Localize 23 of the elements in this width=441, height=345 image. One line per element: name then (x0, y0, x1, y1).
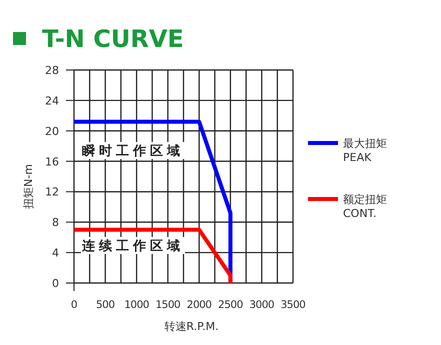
x-tick-label: 1500 (155, 299, 180, 311)
y-tick-label: 20 (45, 124, 59, 138)
x-tick-label: 1000 (124, 299, 149, 311)
x-axis-title: 转速R.P.M. (164, 320, 219, 333)
y-tick-label: 24 (45, 94, 59, 108)
x-tick-label: 3500 (280, 299, 306, 311)
x-tick-label: 0 (70, 299, 78, 311)
x-tick-label: 2000 (186, 299, 212, 311)
x-tick-label: 3000 (249, 299, 274, 311)
y-tick-label: 8 (52, 216, 59, 230)
y-axis-title: 扭矩N-m (22, 164, 35, 209)
y-tick-label: 16 (45, 155, 59, 168)
annotation: 瞬时工作区域 (82, 143, 184, 159)
y-tick-label: 28 (45, 64, 59, 77)
legend-label: 最大扭矩 PEAK (343, 137, 387, 164)
x-tick-label: 500 (96, 299, 115, 311)
legend-label: 额定扭矩 CONT. (343, 193, 387, 220)
x-tick-label: 2500 (218, 299, 243, 311)
chart-title: T-N CURVE (42, 25, 184, 53)
y-tick-label: 0 (52, 277, 59, 290)
y-tick-label: 4 (52, 246, 59, 260)
annotation: 连续工作区域 (81, 239, 184, 254)
y-tick-label: 12 (45, 186, 59, 199)
